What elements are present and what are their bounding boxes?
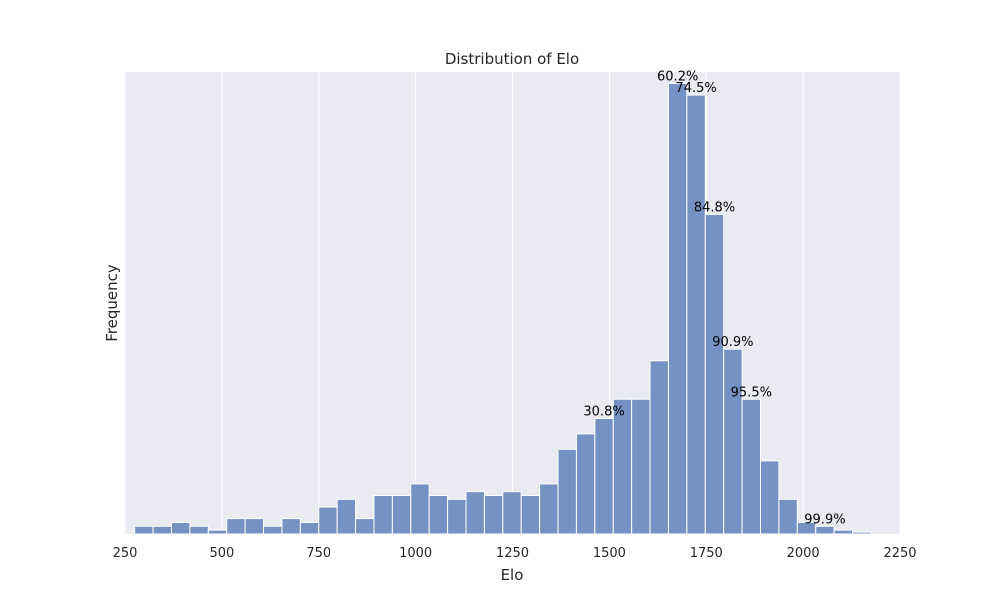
x-tick-label: 250 (113, 546, 138, 561)
x-tick-label: 500 (209, 546, 234, 561)
histogram-bar (557, 448, 577, 535)
histogram-bar (336, 498, 357, 535)
histogram-bar (373, 495, 393, 535)
histogram-bar (852, 531, 872, 535)
bar-annotations: 30.8% 60.2%74.5% 84.8% 90.9% 95.5% 99.9% (583, 70, 845, 528)
histogram-bar (355, 518, 375, 535)
percentile-label: 90.9% (712, 335, 753, 350)
percentile-label: 99.9% (804, 512, 845, 527)
x-tick-label: 2250 (883, 546, 916, 561)
histogram-bar (281, 518, 301, 535)
histogram-bar (778, 498, 798, 535)
histogram-bar (723, 348, 743, 535)
histogram-bar (833, 529, 854, 535)
histogram-bar (667, 83, 688, 535)
percentile-label: 95.5% (731, 385, 772, 400)
histogram-bar (649, 360, 669, 535)
bars (134, 83, 872, 535)
histogram-bar (760, 460, 780, 535)
histogram-bar (447, 498, 467, 535)
y-axis-label: Frequency (103, 264, 121, 342)
histogram-bar (318, 506, 338, 535)
histogram-bar (631, 398, 651, 535)
histogram-bar (575, 433, 596, 535)
histogram-bar (410, 483, 430, 535)
x-tick-label: 2000 (787, 546, 820, 561)
x-tick-label: 1500 (593, 546, 626, 561)
histogram-bar (244, 518, 265, 535)
x-tick-label: 1250 (496, 546, 529, 561)
x-tick-label: 1000 (399, 546, 432, 561)
histogram-bar (428, 495, 449, 535)
histogram-bar (152, 525, 172, 535)
histogram-bar (465, 491, 485, 535)
x-axis-ticks: 250 500 750 1000 1250 1500 1750 2000 2250 (113, 546, 917, 561)
x-tick-label: 750 (306, 546, 331, 561)
x-axis-label: Elo (501, 566, 524, 584)
histogram-bar (704, 213, 725, 535)
histogram-bar (171, 521, 191, 535)
histogram-bar (502, 491, 522, 535)
percentile-label: 60.2% (657, 70, 698, 85)
histogram-bar (539, 483, 559, 535)
percentile-label: 74.5% (675, 81, 716, 96)
histogram-bar (686, 94, 706, 535)
histogram-bar (815, 525, 835, 535)
histogram-bar (594, 418, 614, 535)
percentile-label: 30.8% (583, 405, 624, 420)
histogram-bar (263, 525, 283, 535)
chart-title: Distribution of Elo (445, 50, 579, 68)
histogram-bar (134, 525, 154, 535)
histogram-bar (391, 495, 412, 535)
histogram-bar (226, 518, 246, 535)
percentile-label: 84.8% (694, 200, 735, 215)
histogram-bar (483, 495, 504, 535)
histogram-bar (741, 398, 761, 535)
histogram-bar (299, 521, 320, 535)
histogram-bar (520, 495, 541, 535)
histogram-bar (189, 525, 209, 535)
x-tick-label: 1750 (690, 546, 723, 561)
histogram-bar (207, 529, 228, 535)
